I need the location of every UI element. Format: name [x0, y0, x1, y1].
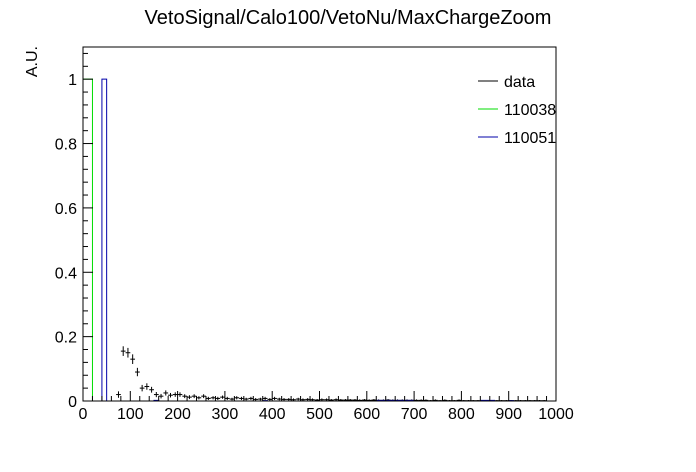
data-point	[116, 391, 121, 398]
data-point	[201, 394, 206, 399]
data-point	[295, 397, 301, 401]
data-point	[130, 354, 136, 364]
data-point	[258, 397, 263, 401]
data-point	[153, 391, 159, 398]
axes-group: 0 100 200 300 400 500 600 700 800 900 1000 0 0.2 0.4 0…	[55, 52, 574, 423]
data-point	[267, 398, 273, 401]
x-tick-label: 200	[164, 406, 191, 423]
y-tick-label: 0.6	[55, 201, 77, 218]
series-group	[82, 78, 547, 402]
data-point	[149, 386, 154, 393]
data-point	[243, 397, 249, 401]
y-tick-label: 1	[68, 72, 77, 89]
x-tick-label: 700	[401, 406, 428, 423]
data-point	[168, 392, 173, 398]
y-tick-label: 0.4	[55, 265, 77, 282]
legend-entry: data	[478, 74, 535, 91]
data-point	[139, 384, 145, 392]
y-tick-label: 0	[68, 394, 77, 411]
data-point	[187, 395, 192, 400]
legend: data 110038 110051	[478, 74, 556, 147]
data-point	[253, 398, 259, 401]
data-point	[224, 396, 230, 401]
data-point	[191, 394, 197, 399]
data-point	[135, 367, 140, 377]
data-point	[248, 396, 254, 401]
x-tick-label: 300	[212, 406, 239, 423]
y-tick-label: 0.8	[55, 137, 77, 154]
x-tick-label: 400	[259, 406, 286, 423]
data-point	[305, 398, 311, 401]
data-point	[234, 396, 240, 400]
x-tick-label: 800	[448, 406, 475, 423]
legend-label: 110038	[504, 102, 556, 119]
data-point	[276, 397, 282, 401]
x-tick-label: 900	[495, 406, 522, 423]
data-point	[125, 347, 131, 358]
chart-title: VetoSignal/Calo100/VetoNu/MaxChargeZoom	[145, 7, 552, 29]
data-point	[286, 398, 292, 401]
data-point	[239, 396, 244, 401]
x-tick-label: 600	[353, 406, 380, 423]
data-point	[210, 396, 216, 400]
data-point	[158, 393, 164, 399]
data-point	[120, 346, 126, 356]
legend-entry: 110051	[478, 130, 556, 147]
data-point	[272, 396, 277, 401]
y-tick-label: 0.2	[55, 330, 77, 347]
data-point	[182, 394, 188, 399]
legend-label: 110051	[504, 130, 556, 147]
data-point	[163, 390, 169, 396]
y-axis-label: A.U.	[24, 46, 41, 77]
legend-entry: 110038	[478, 102, 556, 119]
data-point	[215, 396, 221, 401]
x-tick-label: 100	[117, 406, 144, 423]
data-point	[172, 392, 178, 397]
data-point	[281, 398, 287, 401]
series-110051-bin	[101, 78, 108, 401]
x-tick-label: 0	[79, 406, 88, 423]
x-tick-label: 500	[306, 406, 333, 423]
data-point	[220, 395, 225, 399]
legend-label: data	[504, 74, 535, 91]
series-110038-bin	[82, 78, 93, 401]
data-point	[196, 396, 202, 400]
plot-frame	[82, 46, 557, 402]
data-point	[177, 392, 183, 397]
data-point	[144, 383, 150, 390]
data-point	[262, 396, 268, 401]
data-point	[229, 397, 235, 401]
x-tick-label: 1000	[538, 406, 574, 423]
data-point	[205, 396, 211, 401]
